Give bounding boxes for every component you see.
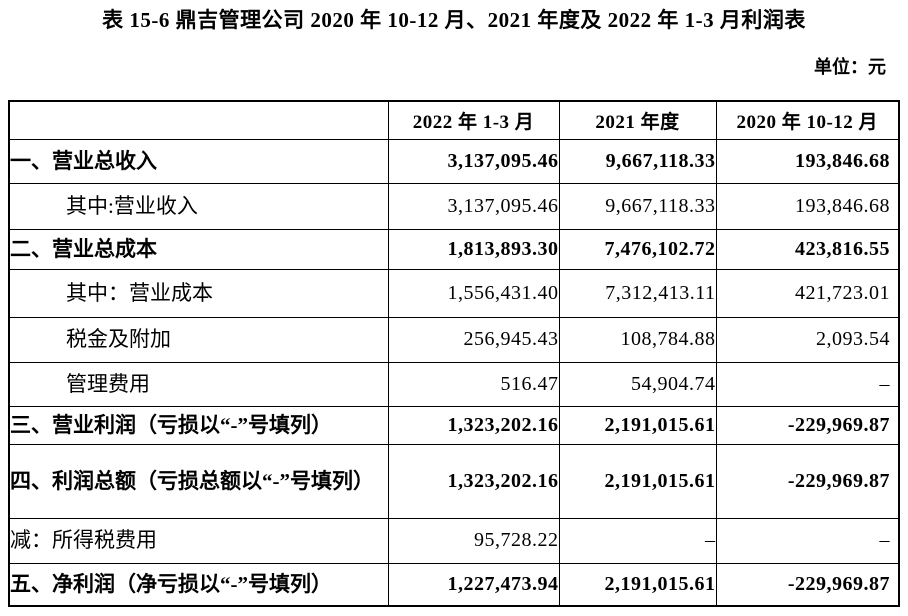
row-label: 其中:营业收入 (8, 182, 389, 230)
value-2021: – (558, 517, 717, 564)
row-label: 减：所得税费用 (8, 517, 389, 564)
value-2022: 1,556,431.40 (387, 268, 560, 318)
row-label: 其中：营业成本 (8, 268, 389, 318)
unit-label: 单位：元 (814, 57, 886, 77)
table-row-operating-profit: 三、营业利润（亏损以“-”号填列） 1,323,202.16 2,191,015… (8, 405, 900, 445)
value-2022: 516.47 (387, 361, 560, 407)
row-label: 二、营业总成本 (8, 228, 389, 270)
value-2021: 7,312,413.11 (558, 268, 717, 318)
value-2020: 193,846.68 (715, 138, 900, 184)
value-2020: – (715, 517, 900, 564)
row-label: 四、利润总额（亏损总额以“-”号填列） (8, 443, 389, 519)
value-2020: -229,969.87 (715, 443, 900, 519)
table-row-total-revenue: 一、营业总收入 3,137,095.46 9,667,118.33 193,84… (8, 138, 900, 184)
value-2020: 423,816.55 (715, 228, 900, 270)
value-2020: 2,093.54 (715, 316, 900, 363)
value-2022: 3,137,095.46 (387, 182, 560, 230)
value-2022: 95,728.22 (387, 517, 560, 564)
corner-cell (8, 100, 389, 140)
value-2021: 2,191,015.61 (558, 405, 717, 445)
column-header-2022: 2022 年 1-3 月 (387, 100, 560, 140)
value-2022: 1,323,202.16 (387, 443, 560, 519)
value-2022: 1,323,202.16 (387, 405, 560, 445)
row-label: 一、营业总收入 (8, 138, 389, 184)
value-2021: 2,191,015.61 (558, 562, 717, 607)
table-row-operating-cost: 其中：营业成本 1,556,431.40 7,312,413.11 421,72… (8, 268, 900, 318)
table-row-net-profit: 五、净利润（净亏损以“-”号填列） 1,227,473.94 2,191,015… (8, 562, 900, 607)
row-label: 三、营业利润（亏损以“-”号填列） (8, 405, 389, 445)
table-row-taxes-surcharges: 税金及附加 256,945.43 108,784.88 2,093.54 (8, 316, 900, 363)
value-2022: 1,227,473.94 (387, 562, 560, 607)
table-row-operating-revenue: 其中:营业收入 3,137,095.46 9,667,118.33 193,84… (8, 182, 900, 230)
row-label: 五、净利润（净亏损以“-”号填列） (8, 562, 389, 607)
table-row-income-tax: 减：所得税费用 95,728.22 – – (8, 517, 900, 564)
column-header-2021: 2021 年度 (558, 100, 717, 140)
value-2021: 54,904.74 (558, 361, 717, 407)
row-label: 管理费用 (8, 361, 389, 407)
value-2020: 421,723.01 (715, 268, 900, 318)
value-2021: 7,476,102.72 (558, 228, 717, 270)
value-2022: 1,813,893.30 (387, 228, 560, 270)
value-2020: 193,846.68 (715, 182, 900, 230)
value-2021: 2,191,015.61 (558, 443, 717, 519)
value-2020: -229,969.87 (715, 562, 900, 607)
table-row-total-profit: 四、利润总额（亏损总额以“-”号填列） 1,323,202.16 2,191,0… (8, 443, 900, 519)
table-row-total-cost: 二、营业总成本 1,813,893.30 7,476,102.72 423,81… (8, 228, 900, 270)
value-2021: 9,667,118.33 (558, 182, 717, 230)
table-row-admin-expense: 管理费用 516.47 54,904.74 – (8, 361, 900, 407)
column-header-2020: 2020 年 10-12 月 (715, 100, 900, 140)
value-2022: 256,945.43 (387, 316, 560, 363)
value-2020: -229,969.87 (715, 405, 900, 445)
value-2021: 108,784.88 (558, 316, 717, 363)
row-label: 税金及附加 (8, 316, 389, 363)
income-statement-table: 2022 年 1-3 月 2021 年度 2020 年 10-12 月 一、营业… (8, 100, 900, 607)
value-2021: 9,667,118.33 (558, 138, 717, 184)
value-2020: – (715, 361, 900, 407)
value-2022: 3,137,095.46 (387, 138, 560, 184)
header-row: 2022 年 1-3 月 2021 年度 2020 年 10-12 月 (8, 100, 900, 140)
page-title: 表 15-6 鼎吉管理公司 2020 年 10-12 月、2021 年度及 20… (102, 8, 806, 32)
